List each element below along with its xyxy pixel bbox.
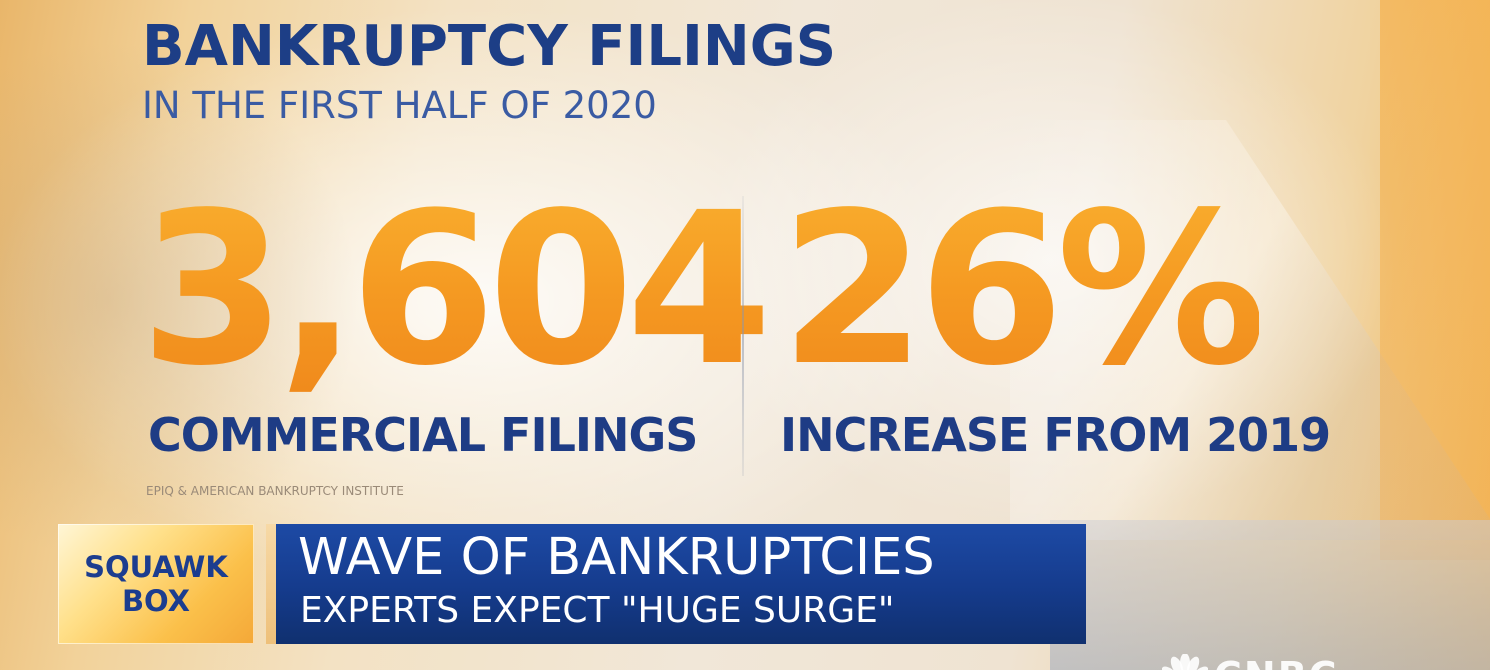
- banner-headline: WAVE OF BANKRUPTCIES: [298, 528, 935, 587]
- stat-label-increase: INCREASE FROM 2019: [780, 408, 1331, 462]
- stat-divider: [742, 196, 744, 476]
- show-logo-line2: BOX: [121, 584, 191, 618]
- show-logo-line1: SQUAWK: [84, 550, 228, 584]
- banner-subheadline: EXPERTS EXPECT "HUGE SURGE": [300, 590, 895, 631]
- source-credit: EPIQ & AMERICAN BANKRUPTCY INSTITUTE: [146, 484, 404, 498]
- background-orange-edge: [1380, 0, 1490, 560]
- stat-label-filings: COMMERCIAL FILINGS: [148, 408, 698, 462]
- banner-accent: [266, 524, 276, 644]
- graphic-title: BANKRUPTCY FILINGS: [142, 14, 837, 79]
- background-water: [1050, 520, 1490, 670]
- stat-value-increase: 26%: [780, 167, 1267, 412]
- lower-third-banner: [266, 524, 1086, 644]
- background-haze: [0, 40, 360, 560]
- graphic-subtitle: IN THE FIRST HALF OF 2020: [142, 84, 657, 127]
- peacock-icon: [1162, 654, 1208, 670]
- show-logo: SQUAWK BOX: [58, 524, 254, 644]
- network-logo: CNBC: [1214, 654, 1339, 670]
- stat-value-filings: 3,604: [140, 167, 772, 412]
